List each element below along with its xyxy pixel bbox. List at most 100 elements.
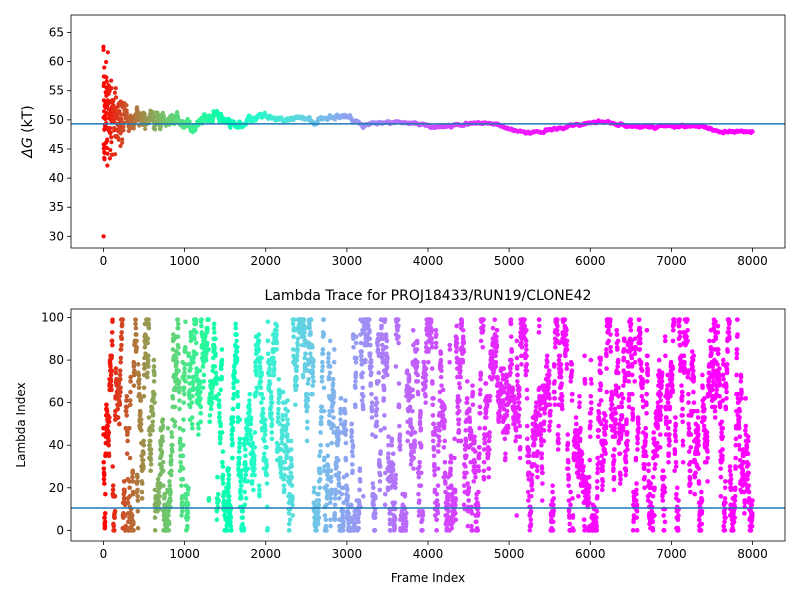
lambda-point [269, 400, 275, 405]
lambda-point [380, 342, 385, 348]
lambda-point [183, 496, 189, 501]
lambda-point [101, 476, 107, 482]
lambda-point [381, 396, 387, 401]
lambda-point [235, 393, 240, 399]
lambda-point [110, 487, 116, 493]
lambda-point [199, 323, 204, 329]
lambda-point [241, 440, 247, 446]
lambda-point [135, 474, 140, 480]
lambda-point [280, 417, 285, 422]
lambda-point [294, 368, 299, 374]
lambda-point [305, 398, 311, 403]
lambda-point [124, 393, 130, 399]
lambda-point [219, 357, 225, 363]
lambda-point [366, 323, 371, 329]
lambda-point [277, 393, 282, 399]
lambda-point [177, 406, 182, 412]
lambda-point [240, 521, 245, 527]
lambda-point [288, 447, 294, 452]
lambda-point [285, 432, 290, 437]
dg-point [102, 157, 107, 162]
dg-x-tick-label: 3000 [332, 254, 363, 268]
lambda-point [258, 379, 264, 384]
lambda-point [332, 496, 338, 501]
lambda-point [151, 357, 157, 363]
lambda-point [186, 485, 191, 491]
lambda-point [245, 466, 250, 471]
lambda-point [343, 398, 348, 403]
lambda-point [112, 515, 117, 520]
lambda-point [358, 353, 364, 359]
lambda-point [190, 425, 195, 431]
lambda-point [358, 340, 364, 346]
lambda-point [137, 391, 142, 397]
lambda-point [368, 359, 374, 365]
lambda-point [373, 413, 379, 418]
lambda-point [353, 359, 359, 365]
lambda-point [353, 334, 359, 339]
lambda-point [291, 334, 296, 339]
lambda-point [326, 351, 331, 357]
dg-point [111, 97, 116, 103]
lambda-point [200, 385, 206, 391]
lambda-point [157, 485, 163, 491]
lambda-point [278, 470, 284, 476]
lambda-point [176, 345, 181, 350]
lambda-point [248, 434, 254, 440]
lambda-point [108, 372, 114, 378]
lambda-point [121, 479, 127, 484]
lambda-point [308, 351, 313, 357]
lambda-point [319, 374, 325, 380]
lambda-point [382, 502, 388, 508]
lambda-point [117, 372, 123, 378]
lambda-point [284, 455, 290, 461]
lambda-point [127, 398, 133, 403]
lambda-point [191, 359, 196, 365]
lambda-point [283, 425, 289, 431]
lambda-point [101, 472, 107, 478]
lambda-point [127, 494, 133, 499]
lambda-point [254, 368, 260, 374]
lambda-point [311, 357, 316, 363]
lambda-point [194, 351, 199, 357]
lambda-point [220, 481, 226, 486]
lambda-point [131, 372, 137, 378]
lambda-point [305, 381, 311, 386]
dg-point [105, 50, 110, 55]
lambda-point [190, 374, 196, 380]
lambda-point [386, 451, 391, 457]
lambda-point [310, 370, 316, 376]
lambda-point [327, 338, 333, 344]
lambda-point [140, 457, 146, 463]
lambda-point [336, 496, 342, 501]
lambda-point [343, 457, 349, 463]
lambda-point [145, 370, 150, 376]
lambda-point [206, 496, 212, 501]
lambda-point [370, 481, 376, 486]
lambda-point [119, 342, 124, 348]
lambda-point [211, 321, 217, 327]
lambda-point [336, 481, 342, 486]
lambda-point [326, 374, 332, 380]
lambda-point [238, 472, 244, 478]
lambda-point [250, 440, 256, 446]
lambda-point [350, 453, 356, 459]
lambda-point [167, 479, 172, 484]
lambda-point [319, 368, 325, 374]
lambda-point [133, 325, 139, 331]
lambda-point [124, 398, 129, 403]
lambda-point [159, 464, 164, 469]
lambda-point [349, 434, 354, 440]
lambda-point [375, 347, 381, 352]
lambda-point [254, 372, 259, 378]
lambda-point [177, 385, 182, 391]
lambda-point [393, 472, 399, 478]
lambda-point [235, 402, 241, 408]
lambda-point [289, 457, 294, 463]
lambda-point [145, 340, 150, 346]
lambda-point [271, 355, 276, 361]
lambda-point [390, 468, 396, 474]
lambda-point [265, 351, 271, 357]
lambda-point [176, 351, 181, 357]
